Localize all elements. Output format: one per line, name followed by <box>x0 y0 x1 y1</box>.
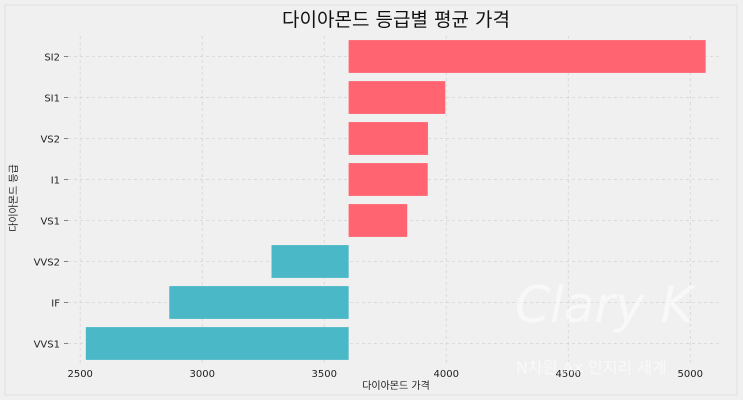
bar-vs2 <box>348 122 428 155</box>
bars-group <box>85 40 706 360</box>
y-tick-label: I1 <box>51 176 60 187</box>
bar-vvs1 <box>85 327 349 360</box>
bar-vs1 <box>348 204 408 237</box>
x-tick-label: 4000 <box>434 369 459 380</box>
watermark-subtitle: N차원 Ax 인지리 세계 <box>516 358 667 377</box>
x-tick-label: 2500 <box>67 369 92 380</box>
x-axis-label: 다이아몬드 가격 <box>362 379 430 392</box>
y-tick-label: VS1 <box>40 217 60 228</box>
bar-si1 <box>348 81 446 114</box>
y-axis-label: 다이아몬드 등급 <box>8 164 20 232</box>
y-tick-labels: SI2 SI1 VS2 I1 VS1 VVS2 IF VVS1 <box>34 53 68 351</box>
x-tick-label: 3500 <box>312 369 337 380</box>
y-tick-label: IF <box>51 299 60 310</box>
x-tick-label: 5000 <box>678 369 703 380</box>
bar-vvs2 <box>271 245 349 278</box>
y-tick-label: SI1 <box>44 94 60 105</box>
y-tick-label: SI2 <box>44 53 60 64</box>
watermark-logo-text: Clary K <box>515 276 697 334</box>
chart-title: 다이아몬드 등급별 평균 가격 <box>282 9 510 31</box>
x-tick-label: 4500 <box>556 369 581 380</box>
bar-si2 <box>348 40 706 73</box>
x-tick-labels: 2500 3000 3500 4000 4500 5000 <box>67 369 703 380</box>
y-tick-label: VVS2 <box>34 258 60 269</box>
y-tick-label: VVS1 <box>34 340 60 351</box>
figure-frame <box>4 4 738 396</box>
y-tick-label: VS2 <box>40 135 60 146</box>
bar-if <box>169 286 349 319</box>
x-tick-label: 3000 <box>189 369 214 380</box>
bar-i1 <box>348 163 428 196</box>
